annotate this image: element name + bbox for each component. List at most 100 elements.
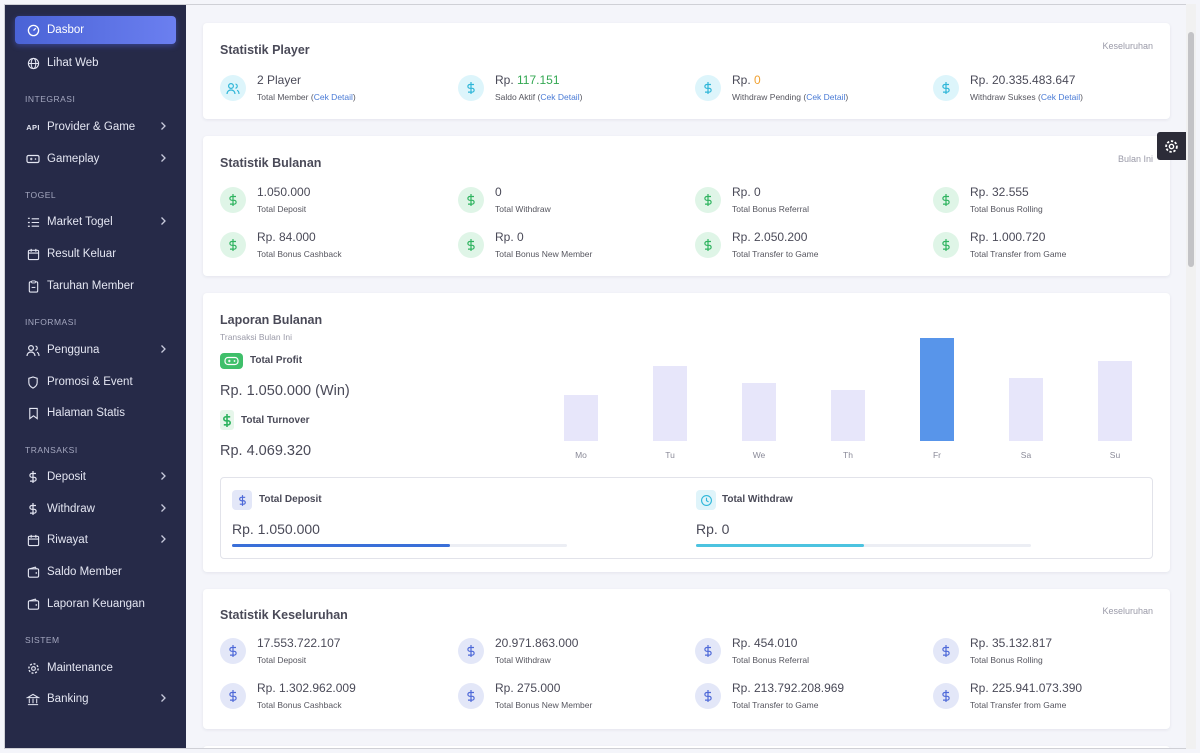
- stat-label: Total Bonus Referral: [732, 204, 810, 214]
- stat-value: Rp. 32.555: [970, 185, 1029, 199]
- summary-box: Total Deposit Rp. 1.050.000 Total Withdr…: [220, 477, 1153, 559]
- turnover-label: Total Turnover: [241, 415, 310, 426]
- stat-total-bonus-cashback: Rp. 84.000 Total Bonus Cashback: [220, 230, 450, 264]
- turnover-value: Rp. 4.069.320: [220, 443, 312, 459]
- sidebar-item-label: Pengguna: [47, 344, 100, 356]
- chart-bar[interactable]: [1009, 378, 1043, 441]
- sidebar-item-banking[interactable]: Banking: [15, 685, 176, 713]
- stat-value: Rp. 117.151: [495, 73, 560, 87]
- stat-value: Rp. 213.792.208.969: [732, 681, 845, 695]
- stat-total-deposit: 17.553.722.107 Total Deposit: [220, 636, 450, 670]
- profit-value: Rp. 1.050.000 (Win): [220, 383, 350, 399]
- stat-value: Rp. 225.941.073.390: [970, 681, 1083, 695]
- card-period: Bulan Ini: [1117, 154, 1153, 164]
- chart-bar[interactable]: [1098, 360, 1132, 441]
- sidebar-item-gameplay[interactable]: Gameplay: [15, 145, 176, 173]
- dollar-icon: [26, 502, 40, 516]
- stat-label: Total Withdraw: [495, 655, 551, 665]
- chart-bar[interactable]: [742, 383, 776, 441]
- sidebar-item-withdraw[interactable]: Withdraw: [15, 495, 176, 523]
- sidebar-item-maintenance[interactable]: Maintenance: [15, 654, 176, 682]
- stat-label: Total Bonus Cashback: [257, 249, 342, 259]
- chevron-right-icon: [161, 122, 166, 130]
- chevron-right-icon: [161, 535, 166, 543]
- chart-x-tick-label: Su: [1109, 450, 1121, 460]
- bank-icon: [26, 692, 40, 706]
- stat-value: 2 Player: [257, 73, 302, 87]
- chart-bar[interactable]: [564, 394, 598, 441]
- dollar-icon: [26, 470, 40, 484]
- sidebar-item-lihat-web[interactable]: Lihat Web: [15, 49, 176, 77]
- sidebar-item-provider-game[interactable]: API Provider & Game: [15, 113, 176, 141]
- stat-label: Withdraw Sukses (Cek Detail): [970, 92, 1083, 102]
- chevron-right-icon: [161, 504, 166, 512]
- dollar-icon: [933, 683, 959, 709]
- settings-toggle-button[interactable]: [1157, 132, 1186, 160]
- sidebar-item-laporan-keuangan[interactable]: Laporan Keuangan: [15, 590, 176, 618]
- sidebar-item-label: Halaman Statis: [47, 407, 125, 419]
- dollar-icon: [458, 232, 484, 258]
- sidebar-item-label: Banking: [47, 693, 89, 705]
- sidebar-item-label: Provider & Game: [47, 121, 136, 133]
- clock-icon: [696, 490, 716, 510]
- sidebar-item-dasbor[interactable]: Dasbor: [15, 16, 176, 44]
- stat-total-transfer-from-game: Rp. 1.000.720 Total Transfer from Game: [933, 230, 1163, 264]
- cek-detail-link[interactable]: Cek Detail: [313, 92, 353, 102]
- stat-withdraw-pending: Rp. 0 Withdraw Pending (Cek Detail): [695, 73, 925, 107]
- api-icon: API: [26, 122, 40, 132]
- chart-bar[interactable]: [920, 338, 954, 441]
- card-subtitle: Transaksi Bulan Ini: [220, 332, 292, 342]
- globe-icon: [26, 56, 40, 70]
- summary-deposit-label: Total Deposit: [259, 494, 322, 505]
- chart-x-tick-label: Tu: [665, 450, 675, 460]
- stat-value: 20.971.863.000: [495, 636, 579, 650]
- stat-label: Total Bonus New Member: [495, 249, 593, 259]
- section-integrasi: INTEGRASI: [25, 94, 76, 104]
- stat-withdraw-sukses: Rp. 20.335.483.647 Withdraw Sukses (Cek …: [933, 73, 1163, 107]
- card-statistik-keseluruhan: Statistik Keseluruhan Keseluruhan 17.553…: [203, 589, 1170, 729]
- dollar-icon: [933, 187, 959, 213]
- cek-detail-link[interactable]: Cek Detail: [806, 92, 846, 102]
- summary-withdraw-label: Total Withdraw: [722, 494, 793, 505]
- sidebar-item-riwayat[interactable]: Riwayat: [15, 526, 176, 554]
- section-sistem: SISTEM: [25, 635, 60, 645]
- card-statistik-bulanan: Statistik Bulanan Bulan Ini 1.050.000 Tot…: [203, 136, 1170, 276]
- stat-value: Rp. 454.010: [732, 636, 798, 650]
- sidebar-item-taruhan-member[interactable]: Taruhan Member: [15, 272, 176, 300]
- scrollbar-thumb[interactable]: [1188, 32, 1194, 267]
- dollar-icon: [220, 232, 246, 258]
- sidebar-item-label: Gameplay: [47, 153, 100, 165]
- chart-bar[interactable]: [653, 365, 687, 441]
- sidebar-item-label: Saldo Member: [47, 566, 122, 578]
- chart-x-tick-label: Fr: [932, 450, 942, 460]
- stat-value: Rp. 0: [732, 73, 761, 87]
- sidebar-item-deposit[interactable]: Deposit: [15, 463, 176, 491]
- stat-label: Total Bonus Referral: [732, 655, 810, 665]
- stat-total-bonus-cashback: Rp. 1.302.962.009 Total Bonus Cashback: [220, 681, 450, 715]
- chart-bar[interactable]: [831, 389, 865, 441]
- stat-total-transfer-to-game: Rp. 213.792.208.969 Total Transfer to Gam…: [695, 681, 925, 715]
- sidebar-item-saldo-member[interactable]: Saldo Member: [15, 558, 176, 586]
- sidebar-item-promosi-event[interactable]: Promosi & Event: [15, 368, 176, 396]
- stat-value: Rp. 84.000: [257, 230, 316, 244]
- card-title: Statistik Bulanan: [220, 156, 322, 170]
- stat-value: Rp. 1.302.962.009: [257, 681, 356, 695]
- stat-label: Total Transfer to Game: [732, 249, 819, 259]
- page-scrollbar[interactable]: [1186, 4, 1196, 749]
- dollar-icon: [933, 75, 959, 101]
- cek-detail-link[interactable]: Cek Detail: [1040, 92, 1081, 102]
- cek-detail-link[interactable]: Cek Detail: [540, 92, 580, 102]
- sidebar-item-result-keluar[interactable]: Result Keluar: [15, 240, 176, 268]
- deposit-progress-fill: [232, 544, 450, 547]
- stat-label: Total Member (Cek Detail): [257, 92, 356, 102]
- sidebar-item-label: Result Keluar: [47, 248, 117, 260]
- sidebar-item-market-togel[interactable]: Market Togel: [15, 208, 176, 236]
- list-icon: [26, 215, 40, 229]
- withdraw-progress-track: [696, 544, 1031, 547]
- card-period: Keseluruhan: [1102, 41, 1153, 51]
- dollar-icon: [695, 232, 721, 258]
- calendar-icon: [26, 533, 40, 547]
- sidebar-item-halaman-statis[interactable]: Halaman Statis: [15, 399, 176, 427]
- chart-x-tick-label: We: [752, 450, 766, 460]
- sidebar-item-pengguna[interactable]: Pengguna: [15, 336, 176, 364]
